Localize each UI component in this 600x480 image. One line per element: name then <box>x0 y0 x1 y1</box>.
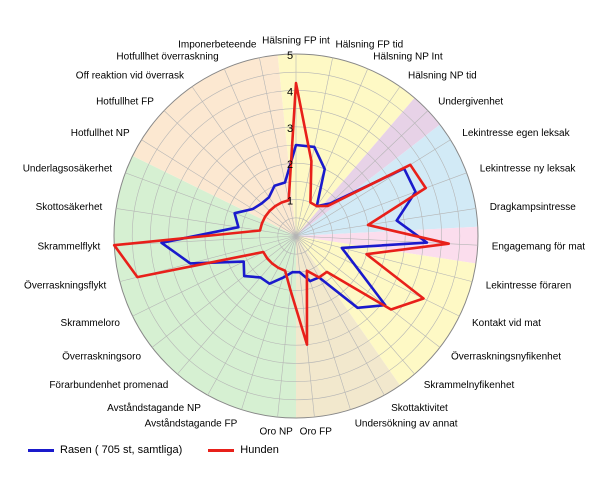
axis-label: Avståndstagande FP <box>145 418 238 430</box>
axis-label: Hälsning NP Int <box>373 51 443 62</box>
grid-spoke <box>295 235 351 410</box>
axis-label: Hotfullhet NP <box>71 128 130 139</box>
axis-label: Oro NP <box>260 427 294 438</box>
legend-item-hunden: Hunden <box>208 444 279 456</box>
axis-label: Lekintresse egen leksak <box>462 128 570 139</box>
axis-label: Lekintresse ny leksak <box>480 163 577 174</box>
grid-spoke <box>141 139 297 237</box>
grid-spoke <box>177 235 297 375</box>
tick-label: 4 <box>287 86 293 98</box>
series-lines <box>112 81 451 346</box>
grid-spoke <box>295 235 441 348</box>
grid-spoke <box>295 235 460 317</box>
axis-label: Förarbundenhet promenad <box>49 380 168 391</box>
grid-spoke <box>151 235 297 348</box>
grid-spoke <box>295 68 369 237</box>
tick-label: 3 <box>287 123 293 135</box>
tick-label: 1 <box>287 196 293 208</box>
grid-spoke <box>295 139 451 237</box>
tick-label: 5 <box>287 50 293 62</box>
grid-spoke <box>116 208 297 237</box>
grid-spoke <box>277 235 297 418</box>
legend: Rasen ( 705 st, samtliga) Hunden <box>28 444 279 456</box>
axis-label: Hälsning FP int <box>262 36 330 47</box>
grid-spoke <box>114 235 297 246</box>
axis-label: Skrammeloro <box>61 318 121 329</box>
series-line-1 <box>112 81 451 346</box>
grid-spoke <box>295 208 476 237</box>
sector-6 <box>114 155 296 418</box>
axis-label: Hälsning FP tid <box>336 40 404 51</box>
axis-label: Skottosäkerhet <box>36 202 103 213</box>
axis-label: Undersökning av annat <box>355 419 458 430</box>
axis-label: Engagemang för mat <box>492 241 586 252</box>
axis-label: Dragkampsintresse <box>490 202 577 213</box>
tick-label: 2 <box>287 159 293 171</box>
axis-label: Avståndstagande NP <box>107 402 201 414</box>
grid-spoke <box>241 235 297 410</box>
sector-5 <box>296 236 400 418</box>
axis-label: Off reaktion vid överrask <box>76 71 185 82</box>
sector-7 <box>132 54 296 237</box>
grid-spoke <box>163 110 297 237</box>
grid-spoke <box>295 172 467 237</box>
axis-label: Överraskningsoro <box>62 351 141 363</box>
sector-2 <box>296 124 478 236</box>
legend-swatch-hunden <box>208 448 235 452</box>
sector-4 <box>296 236 476 386</box>
legend-swatch-rasen <box>28 448 54 452</box>
legend-label-rasen: Rasen ( 705 st, samtliga) <box>60 444 183 456</box>
axis-label: Lekintresse föraren <box>486 281 572 292</box>
tick-labels: 1 2 3 4 5 <box>287 50 293 208</box>
axis-label: Skrammelnyfikenhet <box>424 380 515 391</box>
grid-spoke <box>191 86 297 237</box>
axis-label: Oro FP <box>300 427 333 438</box>
grid-spoke <box>223 68 297 237</box>
axis-label: Hotfullhet överraskning <box>116 51 218 62</box>
grid-spoke <box>132 235 297 317</box>
grid-spoke <box>295 235 315 418</box>
grid-spoke <box>207 235 297 396</box>
axis-label: Underlagsosäkerhet <box>23 163 113 174</box>
grid-spoke <box>295 110 429 237</box>
radar-grid <box>113 53 479 419</box>
axis-label: Överraskningsflykt <box>24 280 106 292</box>
axis-label: Hotfullhet FP <box>96 97 154 108</box>
legend-label-hunden: Hunden <box>240 444 279 456</box>
grid-spoke <box>295 235 473 282</box>
axis-label: Hälsning NP tid <box>408 71 477 82</box>
series-line-0 <box>160 143 429 310</box>
grid-spoke <box>125 172 297 237</box>
legend-item-rasen: Rasen ( 705 st, samtliga) <box>28 444 182 456</box>
axis-label: Överraskningsnyfikenhet <box>451 351 561 363</box>
axis-label: Undergivenhet <box>438 97 503 108</box>
axis-label: Skottaktivitet <box>391 403 448 414</box>
grid-spoke <box>295 86 401 237</box>
axis-label: Skrammelflykt <box>38 241 101 252</box>
axis-label: Kontakt vid mat <box>472 318 541 329</box>
axis-label: Imponerbeteende <box>178 40 257 51</box>
grid-spoke <box>259 57 297 237</box>
grid-spoke <box>295 235 385 396</box>
